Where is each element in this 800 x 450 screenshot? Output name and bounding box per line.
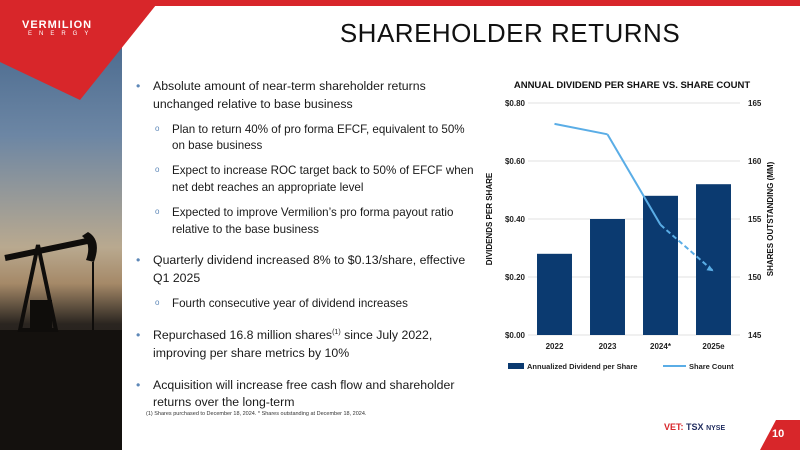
y2-tick-label: 165 [748, 99, 762, 108]
ticker-tsx: TSX [686, 422, 704, 432]
bullet: Acquisition will increase free cash flow… [130, 377, 475, 413]
x-tick-label: 2024* [650, 342, 672, 351]
dividend-chart: ANNUAL DIVIDEND PER SHARE VS. SHARE COUN… [480, 72, 785, 377]
bullet: Absolute amount of near-term shareholder… [130, 78, 475, 114]
legend-label: Share Count [689, 362, 734, 371]
sub-bullet: Fourth consecutive year of dividend incr… [130, 296, 475, 313]
y2-tick-label: 155 [748, 215, 762, 224]
y2-axis-label: SHARES OUTSTANDING (MM) [766, 161, 775, 276]
y2-tick-label: 145 [748, 331, 762, 340]
y-tick-label: $0.00 [505, 331, 526, 340]
ticker-logos: VET: TSX NYSE [664, 422, 725, 432]
page-title: SHAREHOLDER RETURNS [339, 18, 681, 48]
logo-banner [0, 0, 160, 100]
footnote: (1) Shares purchased to December 18, 202… [146, 411, 367, 417]
bullet-text: since July 2022, improving per share met… [153, 327, 433, 360]
y-axis-label: DIVIDENDS PER SHARE [485, 172, 494, 265]
y-tick-label: $0.40 [505, 215, 526, 224]
x-tick-label: 2023 [599, 342, 617, 351]
share-count-line [659, 224, 715, 272]
bullet-list: Absolute amount of near-term shareholder… [130, 78, 475, 420]
chart-title: ANNUAL DIVIDEND PER SHARE VS. SHARE COUN… [514, 80, 750, 91]
legend-swatch-bar [508, 363, 524, 369]
bullet: Quarterly dividend increased 8% to $0.13… [130, 252, 475, 288]
x-tick-label: 2025e [702, 342, 725, 351]
bar [537, 253, 572, 335]
x-tick-label: 2022 [546, 342, 564, 351]
ticker-vet: VET: [664, 422, 684, 432]
logo-name: VERMILION [22, 19, 93, 31]
chart-svg: ANNUAL DIVIDEND PER SHARE VS. SHARE COUN… [485, 80, 775, 371]
arrow-head [706, 265, 714, 272]
share-count-line [554, 122, 608, 136]
share-count-line [606, 133, 662, 226]
y2-tick-label: 160 [748, 157, 762, 166]
sub-bullet: Expected to improve Vermilion’s pro form… [130, 205, 475, 239]
pumpjack-silhouette [0, 232, 122, 450]
y-tick-label: $0.20 [505, 273, 526, 282]
bar [696, 184, 731, 335]
page-number: 10 [772, 428, 785, 440]
footnote-ref: (1) [332, 328, 341, 336]
bullet-text: Repurchased 16.8 million shares [153, 327, 333, 342]
header-accent [122, 0, 800, 6]
y-tick-label: $0.60 [505, 157, 526, 166]
sub-bullet: Expect to increase ROC target back to 50… [130, 163, 475, 197]
ticker-nyse: NYSE [706, 425, 726, 432]
y-tick-label: $0.80 [505, 99, 526, 108]
sub-bullet: Plan to return 40% of pro forma EFCF, eq… [130, 122, 475, 156]
legend-label: Annualized Dividend per Share [527, 362, 637, 371]
y2-tick-label: 150 [748, 273, 762, 282]
bar [590, 219, 625, 335]
bar [643, 195, 678, 335]
bullet: Repurchased 16.8 million shares(1) since… [130, 327, 475, 363]
logo-sub: ENERGY [28, 31, 96, 37]
